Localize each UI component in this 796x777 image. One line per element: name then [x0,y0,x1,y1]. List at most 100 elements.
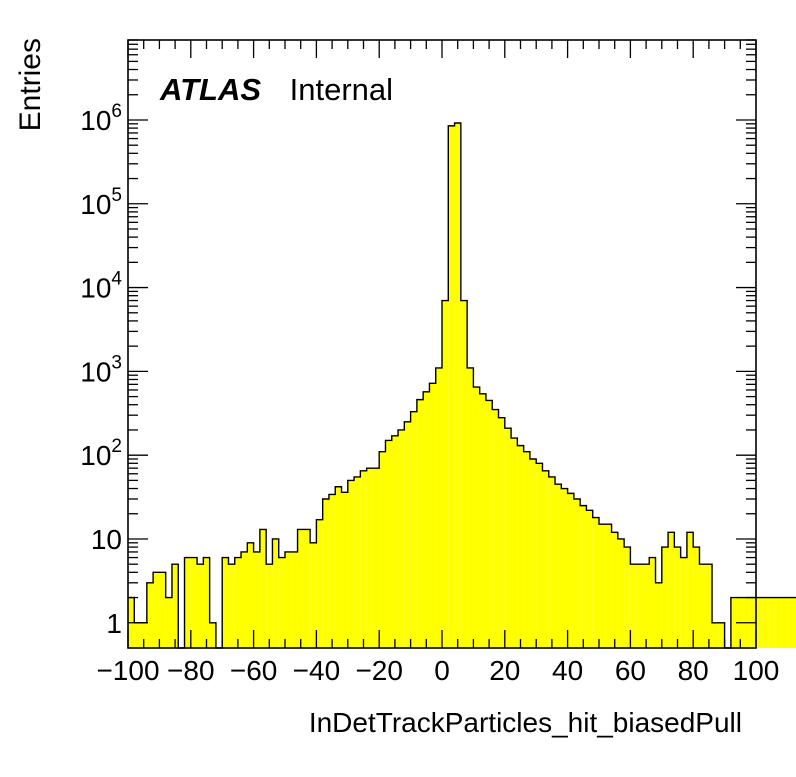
histogram-bar [523,451,530,648]
histogram-bar [328,494,336,648]
x-tick-label: −40 [293,655,341,686]
x-tick-label: −100 [96,655,159,686]
x-axis-label: InDetTrackParticles_hit_biasedPull [309,707,742,738]
histogram-bar [680,557,687,648]
histogram-bar [448,125,455,649]
histogram-bar [316,519,323,648]
histogram-bar [360,470,367,648]
histogram-bar [134,622,141,648]
histogram-bar [379,451,386,648]
histogram-bar [705,564,713,648]
x-tick-label: 80 [678,655,709,686]
histogram-bar [479,393,486,648]
histogram-bar [693,547,700,648]
histogram-bar [498,417,505,648]
x-tick-label: 0 [434,655,450,686]
x-tick-label: −80 [167,655,215,686]
histogram-bar [511,438,518,648]
histogram-outline [128,122,796,649]
histogram-bar [197,564,204,648]
histogram-bar [366,468,373,648]
histogram-bar [599,524,606,648]
histogram-bar [310,542,317,648]
histogram-bar [341,492,348,648]
histogram-bar [774,597,782,648]
histogram-bar [542,470,549,648]
y-tick-label: 106 [80,101,122,136]
histogram-bar [410,411,417,648]
histogram-bar [605,524,612,648]
y-tick-label: 102 [80,436,122,471]
y-tick-label: 1 [106,608,122,639]
histogram-bar [347,480,355,648]
histogram-bar [636,564,643,648]
histogram-bar [272,538,279,648]
histogram-bar [642,564,650,648]
histogram-bar [203,557,210,648]
histogram-bar [253,551,260,648]
y-tick-label: 10 [91,524,122,555]
histogram-bar [184,557,191,648]
atlas-label: ATLAS Internal [159,72,393,107]
histogram-bar [285,551,292,648]
histogram-bar [624,547,631,648]
histogram-bar [159,572,166,648]
histogram-bar [398,429,405,648]
histogram-bar [209,622,216,648]
x-tick-label: 60 [615,655,646,686]
x-tick-label: 40 [552,655,583,686]
atlas-status-label: Internal [290,72,393,107]
histogram-bar [234,557,242,648]
histogram-bar [561,488,568,648]
histogram-bar [611,532,618,648]
histogram-bar [429,383,436,648]
histogram-bar [649,557,656,648]
histogram-bar [592,517,599,648]
histogram-bar [278,557,285,648]
histogram-bar [247,542,254,648]
histogram-bar [467,367,474,648]
histogram-bar [190,557,198,648]
histogram-bar [303,529,311,648]
plot-frame [127,39,757,649]
x-tick-labels: −100 −80 −60 −40 −20 0 20 40 60 80 100 [96,655,779,686]
x-tick-label: −20 [355,655,403,686]
histogram-bar [668,532,675,648]
histogram-bar [630,564,637,648]
histogram-bar [517,445,524,648]
histogram-bar [442,300,449,648]
histogram-bar [730,597,738,648]
histogram-bar [473,387,480,648]
histogram-bar [586,510,593,648]
histogram-bar [385,440,392,648]
histogram-bar [259,529,267,648]
y-tick-label: 105 [80,185,122,220]
histogram-bar [228,564,235,648]
histogram-bar [567,493,574,648]
histogram-bar [241,551,248,648]
histogram-bar [756,597,763,648]
histogram-bar [322,498,329,648]
histogram-bar [787,597,794,648]
x-tick-label: 100 [733,655,780,686]
histogram-bar [391,435,399,648]
histogram-bar [573,498,581,648]
histogram-bar [617,538,625,648]
histogram-bar [435,367,442,648]
histogram-bar [768,597,775,648]
histogram-bar [686,532,694,648]
x-tick-label: 20 [489,655,520,686]
histogram-bar [335,486,342,648]
histogram-bar [354,476,361,648]
y-tick-label: 104 [80,269,122,304]
y-axis-label: Entries [14,38,47,131]
y-tick-label: 103 [80,352,122,387]
x-tick-label: −60 [230,655,278,686]
histogram-bar [460,300,468,648]
histogram-bar [222,557,229,648]
histogram-bars [128,123,796,649]
histogram-bar [404,421,411,648]
histogram-bar [793,597,796,648]
histogram-bar [416,399,424,648]
